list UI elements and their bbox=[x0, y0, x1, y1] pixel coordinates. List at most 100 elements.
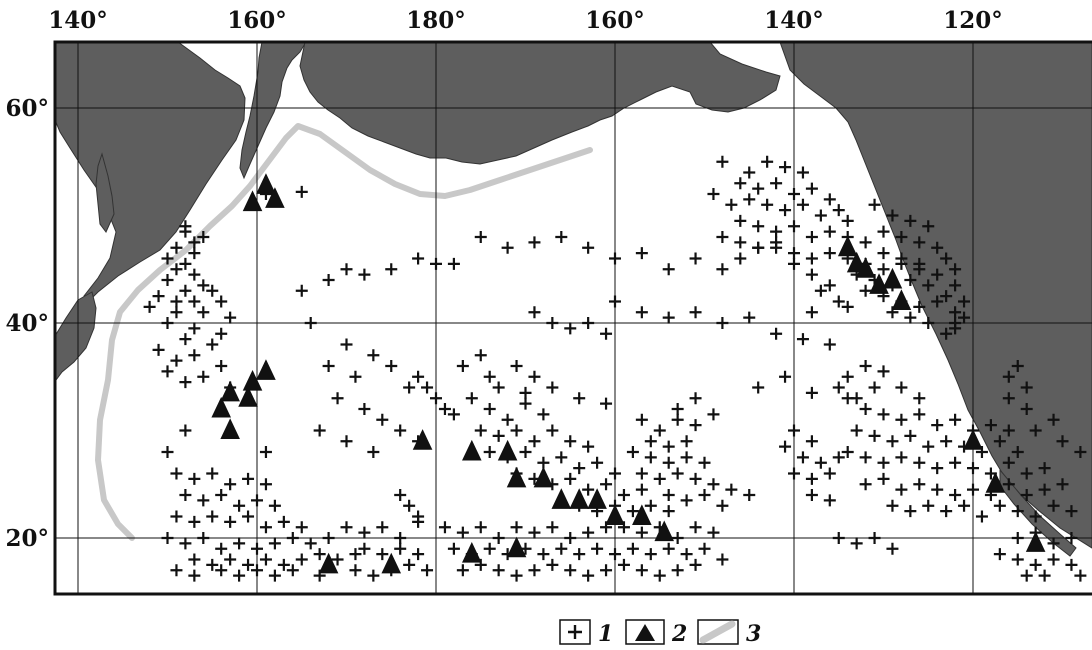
plus-marker bbox=[859, 451, 872, 464]
plus-marker bbox=[931, 419, 944, 432]
plus-marker bbox=[707, 478, 720, 491]
plus-marker bbox=[224, 553, 237, 566]
plus-marker bbox=[492, 532, 505, 544]
plus-marker bbox=[949, 489, 962, 501]
plus-marker bbox=[510, 424, 523, 437]
plus-marker bbox=[259, 478, 272, 491]
plus-marker bbox=[528, 236, 541, 249]
plus-marker bbox=[233, 499, 246, 512]
plus-marker bbox=[653, 472, 666, 485]
plus-marker bbox=[206, 558, 219, 571]
triangle-marker bbox=[211, 396, 231, 418]
plus-marker bbox=[215, 489, 228, 501]
plus-marker bbox=[188, 295, 201, 308]
plus-marker bbox=[635, 413, 648, 426]
triangle-marker bbox=[569, 488, 589, 509]
plus-marker bbox=[322, 532, 335, 544]
plus-marker bbox=[340, 435, 353, 448]
plus-marker bbox=[1029, 424, 1042, 437]
plus-marker bbox=[277, 558, 290, 571]
plus-marker bbox=[609, 548, 621, 561]
plus-marker bbox=[358, 268, 371, 281]
latitude-label: 60° bbox=[5, 95, 49, 122]
triangle-marker bbox=[506, 536, 527, 558]
land-masses bbox=[54, 41, 1092, 557]
plus-marker bbox=[796, 198, 809, 211]
plus-marker bbox=[546, 424, 559, 437]
plus-marker bbox=[555, 451, 568, 464]
plus-marker bbox=[537, 548, 550, 561]
aleutian-kuril-trench bbox=[95, 123, 593, 541]
plus-marker bbox=[188, 553, 201, 566]
plus-marker bbox=[609, 252, 621, 265]
plus-marker bbox=[680, 435, 693, 448]
plus-marker bbox=[949, 322, 962, 335]
plus-marker bbox=[259, 553, 272, 566]
plus-marker bbox=[197, 370, 210, 383]
longitude-label: 140° bbox=[48, 7, 108, 34]
plus-marker bbox=[788, 220, 800, 233]
alaska-coast bbox=[299, 41, 781, 165]
plus-marker bbox=[644, 548, 657, 561]
plus-marker bbox=[617, 489, 630, 501]
triangle-markers bbox=[211, 173, 1046, 574]
longitude-label: 140° bbox=[764, 7, 824, 34]
plus-marker bbox=[868, 532, 881, 544]
plus-marker bbox=[259, 521, 272, 534]
plus-marker bbox=[922, 220, 935, 233]
plus-marker bbox=[859, 284, 872, 297]
plus-marker bbox=[922, 440, 935, 453]
plus-marker bbox=[1065, 505, 1078, 518]
plus-marker bbox=[394, 424, 407, 437]
plus-marker bbox=[805, 386, 818, 399]
plus-marker bbox=[868, 429, 881, 442]
plus-marker bbox=[474, 521, 487, 534]
plus-marker bbox=[1002, 456, 1015, 469]
plus-marker bbox=[528, 306, 541, 319]
plus-marker bbox=[295, 521, 308, 534]
north-america-coast bbox=[779, 41, 1092, 549]
plus-marker bbox=[779, 370, 792, 383]
plus-marker bbox=[949, 456, 962, 469]
legend-label-1: 1 bbox=[598, 621, 613, 647]
plus-marker bbox=[1038, 569, 1051, 582]
triangle-marker bbox=[985, 472, 1006, 493]
plus-marker bbox=[564, 564, 577, 577]
plus-marker bbox=[170, 306, 183, 319]
plus-marker bbox=[662, 440, 675, 453]
plus-marker bbox=[805, 472, 818, 485]
plus-marker bbox=[197, 279, 210, 292]
plus-marker bbox=[582, 526, 595, 539]
triangle-marker bbox=[318, 552, 339, 574]
plus-marker bbox=[913, 236, 926, 249]
plus-marker bbox=[886, 542, 899, 555]
plus-marker bbox=[582, 241, 595, 254]
plus-marker bbox=[394, 489, 407, 501]
plus-marker bbox=[179, 284, 192, 297]
plus-marker bbox=[662, 263, 675, 276]
plus-marker bbox=[242, 510, 255, 523]
plus-marker bbox=[823, 247, 836, 260]
plus-marker bbox=[1047, 499, 1060, 512]
plus-marker bbox=[215, 564, 228, 577]
plus-marker bbox=[564, 435, 577, 448]
plus-marker bbox=[734, 177, 747, 190]
plus-marker bbox=[689, 306, 702, 319]
legend: 1 2 3 bbox=[559, 619, 761, 647]
plus-marker bbox=[564, 472, 577, 485]
plus-marker bbox=[940, 252, 953, 265]
plus-marker bbox=[438, 521, 451, 534]
plus-marker bbox=[251, 494, 263, 507]
plus-marker bbox=[215, 542, 228, 555]
plus-marker bbox=[895, 483, 908, 496]
plus-marker bbox=[170, 467, 183, 480]
plus-marker bbox=[376, 521, 389, 534]
plus-marker bbox=[188, 247, 201, 260]
plus-marker bbox=[447, 257, 460, 270]
plus-marker bbox=[161, 446, 174, 458]
plus-marker bbox=[242, 472, 255, 485]
longitude-label: 160° bbox=[585, 7, 645, 34]
legend-item-plus: 1 bbox=[559, 619, 613, 647]
plus-marker bbox=[949, 306, 962, 319]
